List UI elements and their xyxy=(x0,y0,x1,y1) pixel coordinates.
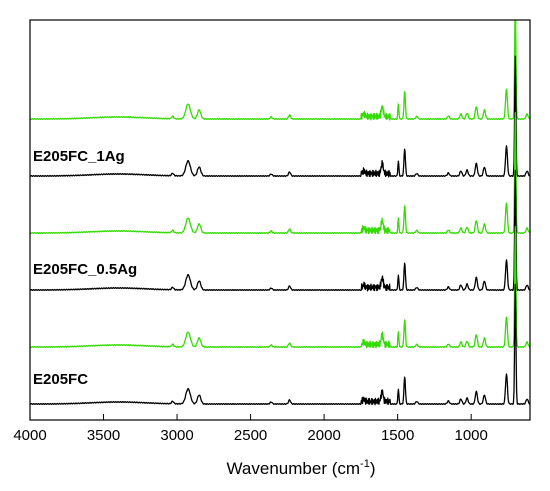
x-tick-label-3000: 3000 xyxy=(160,427,193,444)
x-tick-label-4000: 4000 xyxy=(13,427,46,444)
spectrum-green-0 xyxy=(30,20,530,121)
x-tick-label-1000: 1000 xyxy=(454,427,487,444)
label-ref: E205FC xyxy=(33,371,88,388)
x-tick-label-3500: 3500 xyxy=(87,427,120,444)
x-tick-label-1500: 1500 xyxy=(381,427,414,444)
spectrum-black-3 xyxy=(30,169,530,292)
x-tick-label-2000: 2000 xyxy=(307,427,340,444)
x-axis-title: Wavenumber (cm-1) xyxy=(227,458,376,478)
sample-labels: E205FC_1Ag E205FC_0.5Ag E205FC xyxy=(33,148,137,388)
label-1ag: E205FC_1Ag xyxy=(33,148,125,165)
x-ticks: 4000 3500 3000 2500 2000 1500 1000 xyxy=(13,414,488,444)
spectra-group xyxy=(30,20,530,406)
label-05ag: E205FC_0.5Ag xyxy=(33,261,137,278)
spectrum-black-1 xyxy=(30,55,530,178)
x-tick-label-2500: 2500 xyxy=(234,427,267,444)
spectrum-black-5 xyxy=(30,283,530,406)
plot-frame xyxy=(29,19,531,421)
spectrum-green-4 xyxy=(30,225,530,349)
spectrum-green-2 xyxy=(30,112,530,235)
